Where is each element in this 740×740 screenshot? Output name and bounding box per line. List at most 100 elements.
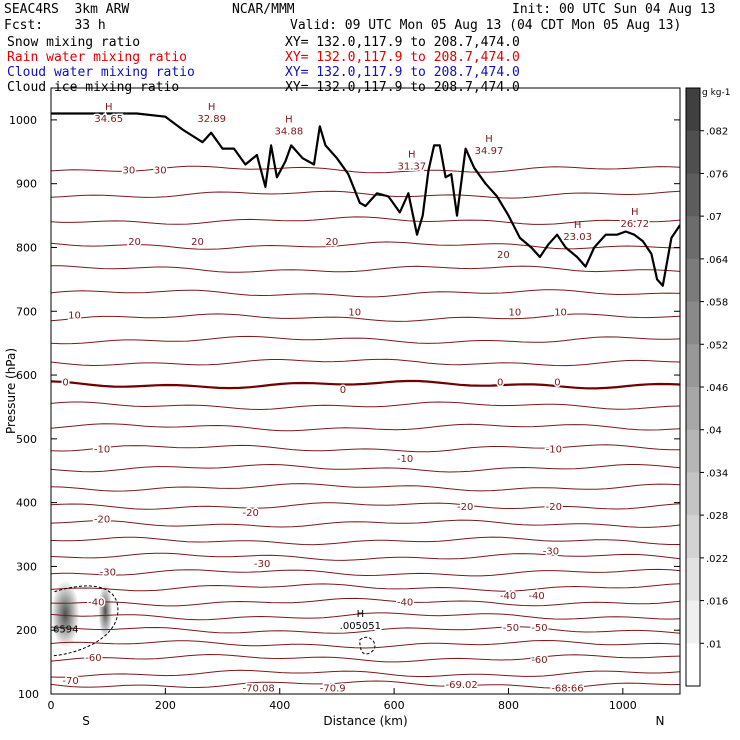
high-value-0: 34.65 bbox=[94, 114, 123, 125]
contour-label-27: 10 bbox=[68, 310, 81, 321]
isotherm-19 bbox=[51, 358, 680, 367]
isotherm-0 bbox=[51, 680, 680, 689]
high-marker-2: H bbox=[285, 115, 293, 126]
high-value-3: 31.37 bbox=[397, 162, 426, 173]
contour-label-4: -68.66 bbox=[551, 684, 583, 695]
colorbar-swatch-9 bbox=[686, 472, 700, 516]
contour-label-32: 20 bbox=[191, 237, 204, 248]
colorbar-swatch-0 bbox=[686, 88, 700, 132]
terrain-line bbox=[51, 112, 680, 287]
contour-label-26: 0 bbox=[554, 377, 560, 388]
y-tick-label-top: 100 bbox=[18, 688, 39, 701]
contour-label-18: -20 bbox=[457, 502, 473, 513]
isotherm-14 bbox=[51, 463, 680, 473]
contour-label-8: -50 bbox=[531, 623, 547, 634]
contour-label-23: 0 bbox=[62, 377, 68, 388]
colorbar-tick-label-10: .022 bbox=[706, 554, 728, 565]
contour-label-21: -10 bbox=[397, 454, 413, 465]
forecast-hour: Fcst: 33 h bbox=[4, 18, 106, 33]
y-tick-label-1: 300 bbox=[16, 560, 37, 573]
isotherm-25 bbox=[51, 216, 680, 225]
colorbar-tick-label-1: .076 bbox=[706, 169, 728, 180]
snow-shading-1 bbox=[51, 580, 80, 649]
x-axis-label: Distance (km) bbox=[323, 714, 407, 728]
isotherm-6 bbox=[51, 597, 680, 607]
colorbar-swatch-7 bbox=[686, 387, 700, 431]
contour-label-10: -40 bbox=[397, 598, 413, 609]
colorbar-tick-label-6: .046 bbox=[706, 383, 728, 394]
contour-label-31: 20 bbox=[128, 237, 141, 248]
endpoint-south: S bbox=[82, 714, 90, 728]
contour-label-35: 30 bbox=[122, 166, 135, 177]
y-tick-label-8: 1000 bbox=[9, 114, 37, 127]
contour-label-33: 20 bbox=[325, 237, 338, 248]
contour-label-0: -70 bbox=[62, 676, 78, 687]
colorbar-tick-label-12: .01 bbox=[706, 639, 722, 650]
isotherm-1 bbox=[51, 669, 680, 678]
colorbar-swatch-3 bbox=[686, 216, 700, 260]
colorbar-swatch-12 bbox=[686, 600, 700, 644]
y-tick-label-4: 600 bbox=[16, 369, 37, 382]
high-marker-4: H bbox=[485, 134, 493, 145]
colorbar-tick-label-2: .07 bbox=[706, 212, 722, 223]
contour-label-12: -40 bbox=[528, 591, 544, 602]
isotherm-20 bbox=[51, 335, 680, 345]
isotherm-11 bbox=[51, 519, 680, 528]
endpoint-north: N bbox=[656, 714, 665, 728]
high-value-1: 32.89 bbox=[197, 114, 226, 125]
contour-label-14: -30 bbox=[254, 559, 270, 570]
high-value-4: 34.97 bbox=[475, 146, 504, 157]
cloud-ice-contour bbox=[53, 585, 119, 657]
y-tick-label-5: 700 bbox=[16, 305, 37, 318]
isotherm-23 bbox=[51, 265, 680, 273]
isotherm-4 bbox=[51, 626, 680, 634]
field-snow-xy: XY= 132.0,117.9 to 208.7,474.0 bbox=[285, 35, 520, 50]
contour-label-1: -70.08 bbox=[243, 684, 275, 695]
field-cloudwater-name: Cloud water mixing ratio bbox=[7, 65, 195, 80]
contour-label-19: -20 bbox=[546, 502, 562, 513]
colorbar-swatch-1 bbox=[686, 130, 700, 174]
x-tick-label-2: 400 bbox=[269, 699, 290, 712]
contour-label-6: -60 bbox=[531, 655, 547, 666]
snow-shading-2 bbox=[98, 583, 113, 640]
x-tick-label-3: 600 bbox=[384, 699, 405, 712]
high-value-7: .005051 bbox=[340, 621, 381, 632]
colorbar-tick-label-7: .04 bbox=[706, 426, 722, 437]
isotherm-16 bbox=[51, 423, 680, 432]
isotherm-9 bbox=[51, 552, 680, 561]
colorbar-swatch-6 bbox=[686, 344, 700, 388]
contour-label-3: -69.02 bbox=[446, 680, 478, 691]
contour-label-15: -30 bbox=[543, 546, 559, 557]
colorbar-tick-label-4: .058 bbox=[706, 298, 728, 309]
contour-label-25: 0 bbox=[497, 377, 503, 388]
colorbar-tick-label-0: .082 bbox=[706, 127, 728, 138]
contour-label-29: 10 bbox=[508, 307, 521, 318]
contour-label-17: -20 bbox=[243, 508, 259, 519]
y-tick-label-7: 900 bbox=[16, 178, 37, 191]
colorbar-tick-label-8: .034 bbox=[706, 468, 728, 479]
contour-label-9: -40 bbox=[88, 598, 104, 609]
colorbar-swatch-2 bbox=[686, 173, 700, 217]
colorbar-swatch-4 bbox=[686, 258, 700, 303]
isotherm-22 bbox=[51, 289, 680, 298]
init-time: Init: 00 UTC Sun 04 Aug 13 bbox=[512, 2, 716, 17]
y-tick-label-3: 500 bbox=[16, 433, 37, 446]
contour-label-2: -70.9 bbox=[320, 684, 346, 695]
valid-time: Valid: 09 UTC Mon 05 Aug 13 (04 CDT Mon … bbox=[290, 18, 682, 33]
isotherm-10 bbox=[51, 536, 680, 546]
high-marker-1: H bbox=[208, 102, 216, 113]
high-marker-7: H bbox=[357, 609, 365, 620]
contour-label-22: -10 bbox=[546, 444, 562, 455]
isotherm-5 bbox=[51, 612, 680, 621]
x-tick-label-0: 0 bbox=[48, 699, 55, 712]
colorbar-swatch-5 bbox=[686, 301, 700, 345]
colorbar-swatch-11 bbox=[686, 557, 700, 602]
cloud-ice-label: 6594 bbox=[53, 624, 78, 635]
model-title: SEAC4RS 3km ARW bbox=[4, 2, 130, 17]
contour-label-24: 0 bbox=[340, 385, 346, 396]
contour-label-7: -50 bbox=[503, 623, 519, 634]
contour-label-28: 10 bbox=[348, 307, 361, 318]
org-label: NCAR/MMM bbox=[232, 2, 295, 17]
high-value-2: 34.88 bbox=[275, 127, 304, 138]
isotherm-27 bbox=[51, 165, 680, 174]
